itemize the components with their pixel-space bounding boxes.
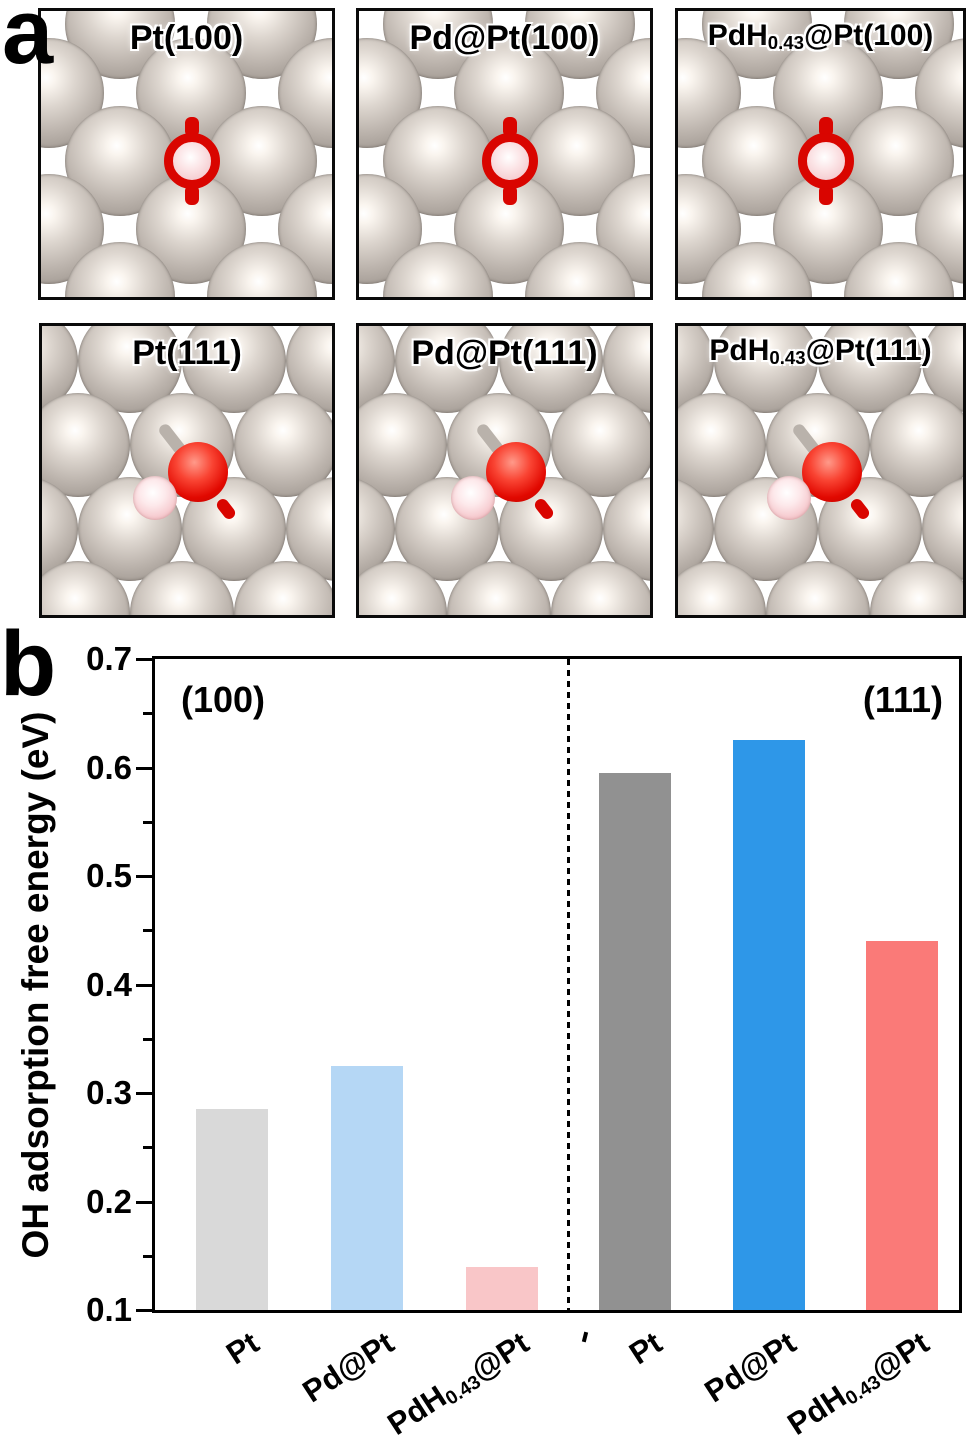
oh-adsorbate [359, 326, 650, 615]
panel-a-label: a [2, 0, 54, 83]
hydrogen-atom [766, 476, 811, 520]
y-tick-label: 0.2 [86, 1182, 132, 1220]
oh-bond-bottom [818, 185, 833, 205]
y-minor-tick [143, 929, 152, 933]
y-tick-label: 0.6 [86, 748, 132, 786]
oh-adsorbate [42, 326, 332, 615]
group-separator [567, 659, 570, 1310]
oh-bond-top [502, 117, 517, 137]
y-tick [136, 1200, 152, 1204]
tile-label: PdH0.43@Pt(111) [709, 334, 932, 368]
structure-tile: Pt(100) [38, 8, 335, 300]
x-axis-tick-mark [581, 1331, 589, 1343]
oxygen-atom [163, 133, 220, 189]
structure-tile: Pt(111) [39, 323, 335, 618]
oxygen-atom [168, 442, 228, 502]
oh-adsorbate [359, 11, 650, 297]
oh-adsorbate [678, 326, 963, 615]
group-annotation: (100) [181, 679, 266, 720]
structure-tile: Pd@Pt(100) [356, 8, 653, 300]
y-tick [136, 1092, 152, 1095]
oxygen-atom [801, 442, 862, 502]
bar-chart: 0.7 0.6 0.5 0.4 0.3 0.2 0.1 (100) Pt Pd@Pt PdH0.43… [86, 641, 962, 1442]
panel-b-label: b [0, 613, 57, 715]
oh-bond-bottom [502, 185, 517, 205]
oh-adsorbate [678, 11, 963, 297]
y-minor-tick [143, 820, 152, 824]
oh-bond-top [818, 117, 833, 137]
y-tick-label: 0.4 [86, 965, 132, 1003]
bar [466, 1267, 538, 1310]
y-minor-tick [143, 712, 152, 716]
group-annotation: (111) [862, 679, 943, 720]
bar [196, 1109, 268, 1310]
y-minor-tick [143, 1037, 152, 1041]
y-tick-label: 0.1 [86, 1291, 132, 1328]
hydrogen-atom [133, 476, 177, 520]
structure-tile: PdH0.43@Pt(100) [675, 8, 966, 300]
oh-bond-bottom [184, 185, 199, 205]
y-tick [136, 658, 152, 661]
tile-label: Pd@Pt(111) [411, 334, 598, 372]
y-tick-label: 0.3 [86, 1074, 132, 1111]
y-tick [136, 983, 152, 987]
bar [866, 941, 938, 1310]
bar [733, 740, 805, 1310]
oh-bond-top [184, 117, 199, 137]
bar [599, 773, 671, 1310]
tile-label: Pt(111) [132, 334, 242, 372]
oxygen-atom [485, 442, 546, 502]
y-minor-tick [143, 1146, 152, 1150]
hydrogen-atom [450, 476, 495, 520]
oxygen-atom [797, 133, 854, 189]
y-tick [136, 875, 152, 878]
structure-tile: PdH0.43@Pt(111) [675, 323, 966, 618]
y-tick-label: 0.7 [86, 640, 132, 677]
tile-label: Pd@Pt(100) [409, 19, 600, 57]
y-axis-title: OH adsorption free energy (eV) [15, 711, 56, 1259]
bar [331, 1066, 403, 1310]
structure-tile: Pd@Pt(111) [356, 323, 653, 618]
tile-label: PdH0.43@Pt(100) [707, 19, 934, 53]
y-tick-label: 0.5 [86, 857, 132, 894]
tile-label: Pt(100) [129, 19, 244, 57]
y-tick [136, 766, 152, 770]
oxygen-atom [481, 133, 538, 189]
y-tick [136, 1309, 152, 1312]
y-minor-tick [143, 1254, 152, 1258]
oh-adsorbate [41, 11, 332, 297]
